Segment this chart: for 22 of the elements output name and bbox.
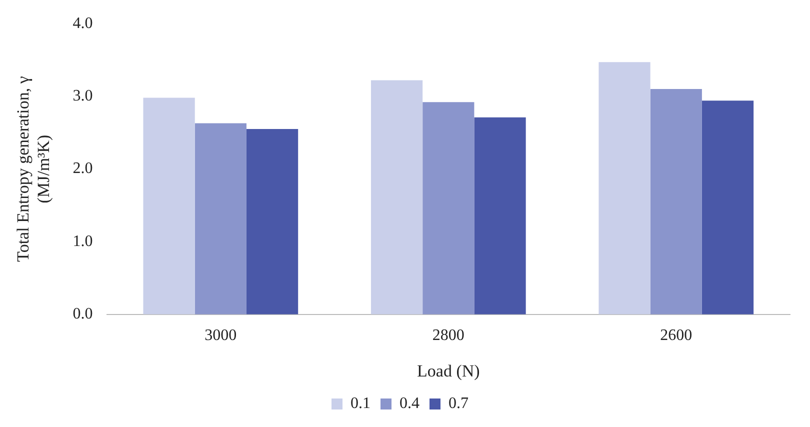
y-axis-title: Total Entropy generation, γ (MJ/m³K) xyxy=(14,76,54,262)
bar xyxy=(598,62,650,314)
y-tick-label: 4.0 xyxy=(72,14,93,32)
y-tick-label: 2.0 xyxy=(72,160,93,178)
bar xyxy=(246,129,298,314)
legend-label: 0.1 xyxy=(350,395,370,412)
x-axis-title: Load (N) xyxy=(417,361,480,380)
y-tick-label: 1.0 xyxy=(72,232,93,250)
x-tick-label: 3000 xyxy=(204,327,237,344)
x-tick-label: 2600 xyxy=(660,327,692,344)
bar xyxy=(702,100,754,314)
bar xyxy=(474,117,526,314)
y-tick-label: 3.0 xyxy=(72,88,93,105)
y-tick-label: 0.0 xyxy=(72,306,93,323)
legend-label: 0.7 xyxy=(448,395,468,412)
bar xyxy=(143,98,195,314)
x-tick-label: 2800 xyxy=(432,327,464,344)
bar xyxy=(370,80,423,314)
bar xyxy=(422,102,474,314)
legend-label: 0.4 xyxy=(400,395,420,412)
bar xyxy=(194,123,246,314)
bar xyxy=(650,89,702,314)
